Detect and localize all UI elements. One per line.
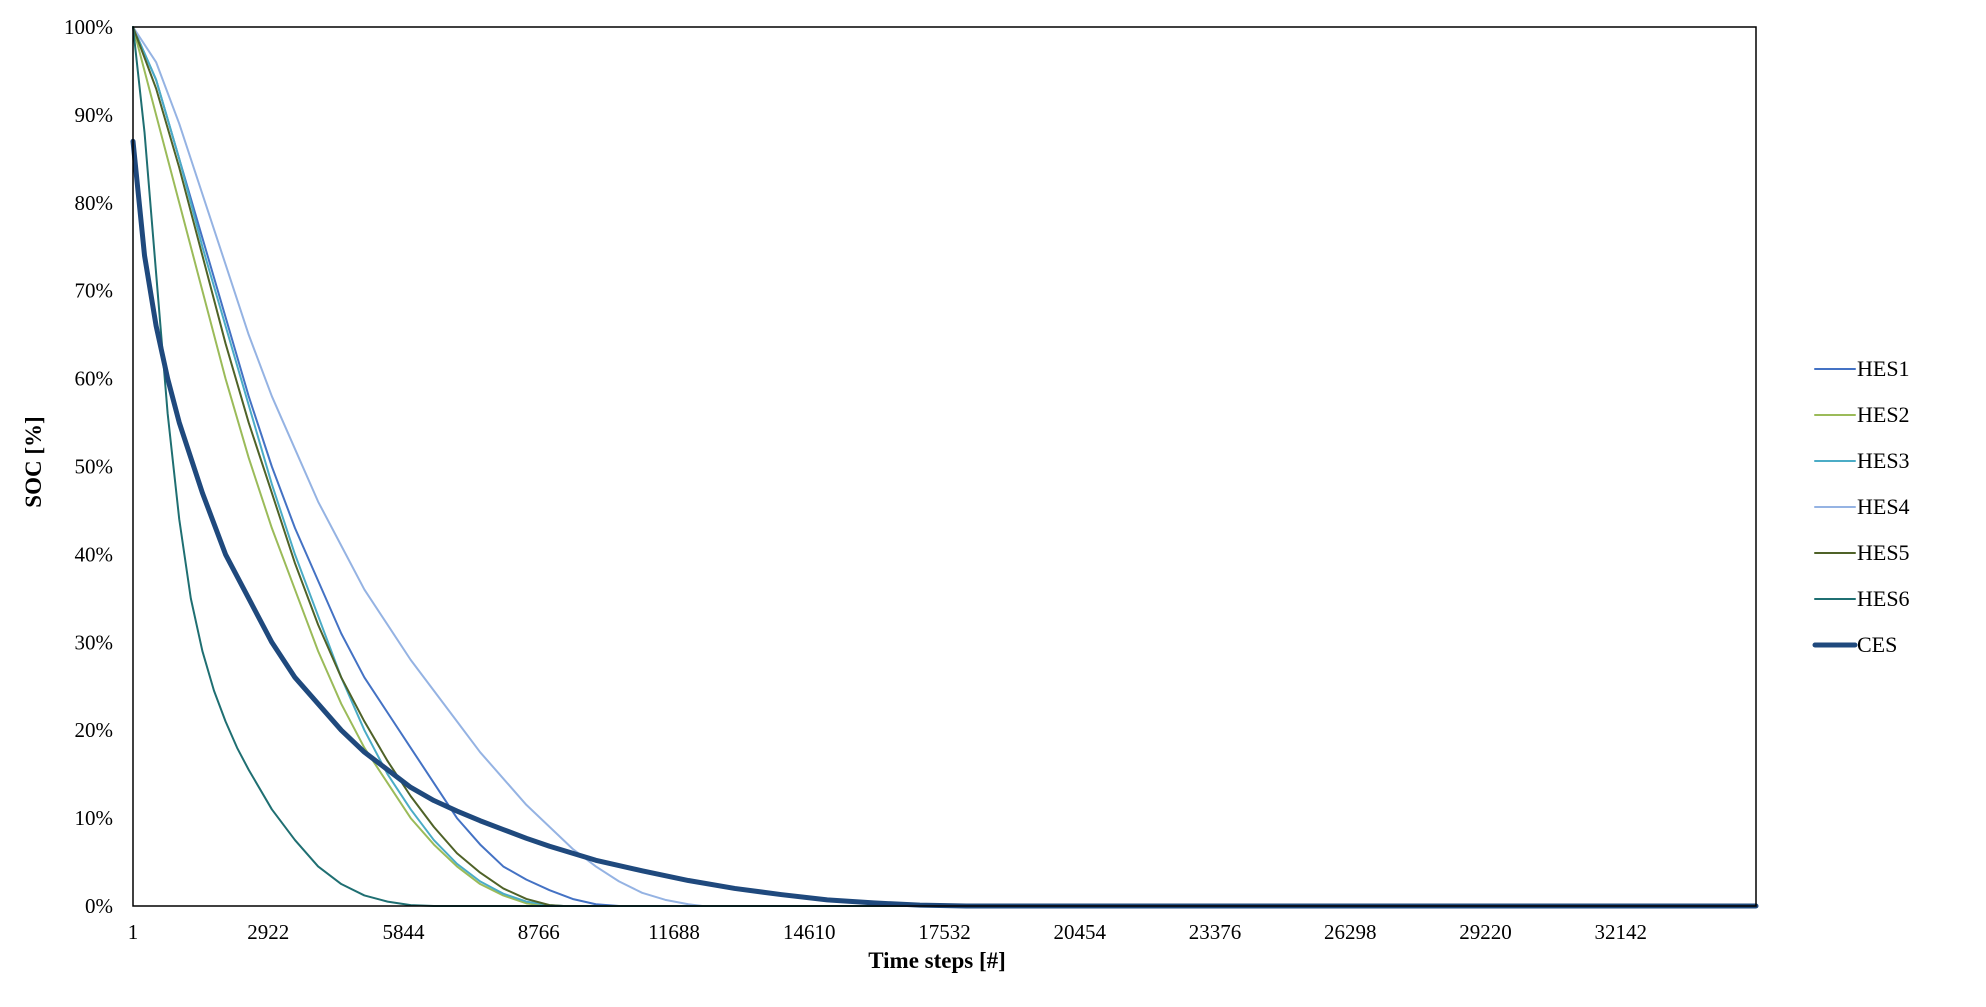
y-tick-label: 90% <box>75 103 114 127</box>
series-line-hes5 <box>132 26 1757 907</box>
y-tick-label: 40% <box>75 542 114 566</box>
y-tick-label: 70% <box>75 279 114 303</box>
x-tick-label: 23376 <box>1189 920 1242 944</box>
series-line-hes1 <box>132 26 1757 907</box>
legend-label-hes4: HES4 <box>1857 494 1910 519</box>
series-line-hes2 <box>132 26 1757 907</box>
series-lines <box>130 26 1759 909</box>
y-tick-label: 50% <box>75 455 114 479</box>
legend-label-ces: CES <box>1857 632 1897 657</box>
y-axis-title: SOC [%] <box>21 416 46 507</box>
legend-label-hes1: HES1 <box>1857 356 1910 381</box>
x-tick-label: 29220 <box>1459 920 1512 944</box>
series-line-hes4 <box>132 26 1757 907</box>
x-axis-title: Time steps [#] <box>868 948 1006 973</box>
x-tick-label: 26298 <box>1324 920 1377 944</box>
x-tick-label: 2922 <box>247 920 289 944</box>
series-line-ces <box>130 138 1759 909</box>
x-tick-label: 1 <box>128 920 139 944</box>
series-line-hes6 <box>132 26 1757 907</box>
legend-label-hes5: HES5 <box>1857 540 1910 565</box>
x-axis-tick-labels: 1 2922 5844 8766 11688 14610 17532 20454 23376 26… <box>128 920 1647 944</box>
y-tick-label: 20% <box>75 718 114 742</box>
x-tick-label: 20454 <box>1053 920 1106 944</box>
x-tick-label: 14610 <box>783 920 836 944</box>
y-tick-label: 80% <box>75 191 114 215</box>
x-tick-label: 32142 <box>1594 920 1647 944</box>
series-line-hes3 <box>132 26 1757 907</box>
legend-label-hes3: HES3 <box>1857 448 1910 473</box>
legend-label-hes6: HES6 <box>1857 586 1910 611</box>
x-tick-label: 11688 <box>648 920 700 944</box>
y-tick-label: 10% <box>75 806 114 830</box>
x-tick-label: 8766 <box>518 920 560 944</box>
y-axis-tick-labels: 0% 10% 20% 30% 40% 50% 60% 70% 80% 90% 100% <box>64 15 113 918</box>
plot-area-frame <box>132 26 1757 907</box>
x-tick-label: 5844 <box>382 920 425 944</box>
y-tick-label: 100% <box>64 15 113 39</box>
legend: HES1 HES2 HES3 HES4 HES5 HES6 CES <box>1812 356 1910 657</box>
x-tick-label: 17532 <box>918 920 971 944</box>
y-tick-label: 0% <box>85 894 113 918</box>
y-tick-label: 30% <box>75 630 114 654</box>
legend-label-hes2: HES2 <box>1857 402 1910 427</box>
y-tick-label: 60% <box>75 367 114 391</box>
